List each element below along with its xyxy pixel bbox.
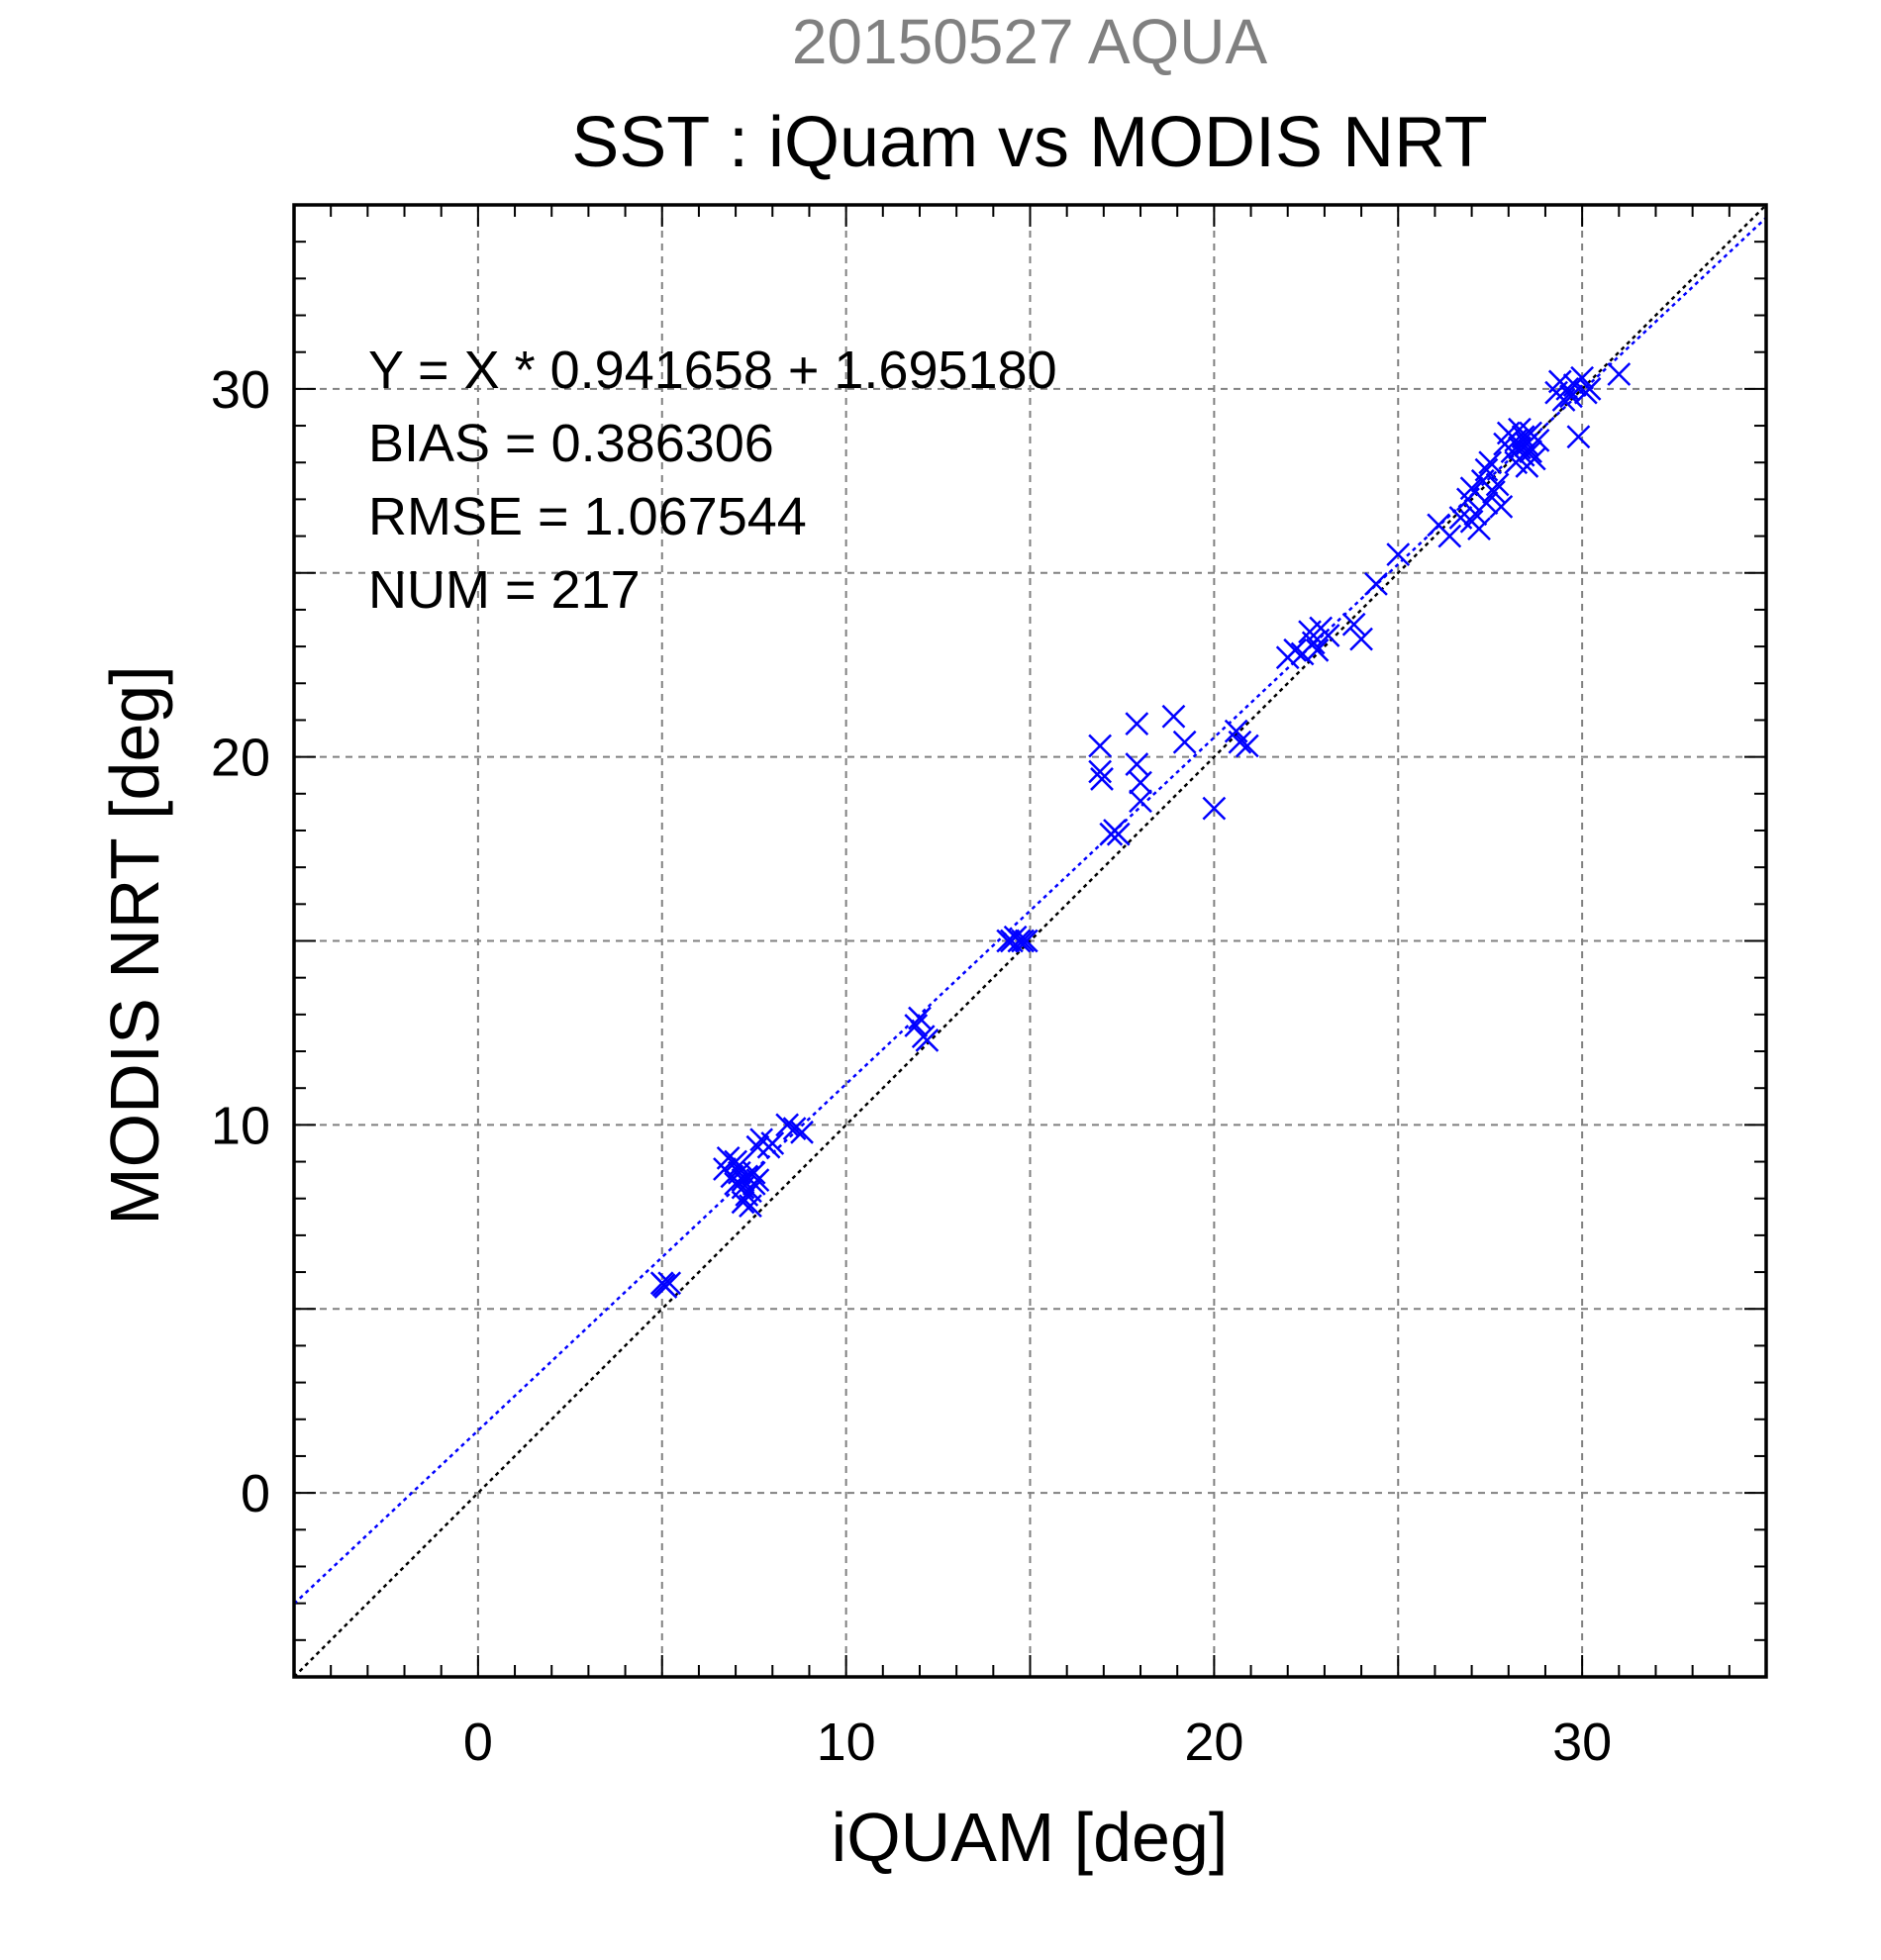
data-point [1161,704,1186,729]
data-point [1478,450,1503,475]
stats-line-rmse: RMSE = 1.067544 [368,487,807,546]
data-point [790,1120,814,1144]
stats-line-num: NUM = 217 [368,560,641,620]
stats-box: Y = X * 0.941658 + 1.695180 BIAS = 0.386… [368,341,1057,620]
data-point [1482,480,1506,504]
data-point [657,1271,682,1296]
data-point [1474,491,1499,516]
y-tick-label: 20 [211,729,270,788]
data-point [1437,524,1462,548]
x-axis-label: iQUAM [deg] [832,1799,1229,1876]
data-point [651,1273,676,1297]
chart-supertitle: 20150527 AQUA [792,6,1268,77]
data-point [1341,612,1366,637]
data-point [1301,631,1326,655]
data-point [904,1014,929,1037]
data-point [1305,637,1330,662]
stats-line-bias: BIAS = 0.386306 [368,414,774,473]
data-point [1526,429,1550,452]
data-point [1485,472,1510,497]
data-point [1489,494,1514,519]
data-point [1202,796,1227,821]
data-point [1088,759,1113,784]
data-point [739,1194,762,1219]
data-point [1090,767,1114,791]
x-tick-label: 30 [1552,1713,1612,1772]
data-point [742,1160,766,1185]
data-point [760,1131,785,1155]
y-tick-label: 0 [241,1464,270,1523]
data-point [745,1134,770,1159]
data-point [1316,624,1340,647]
chart-title: SST : iQuam vs MODIS NRT [571,103,1488,182]
data-point [745,1168,770,1193]
data-point [1607,362,1632,386]
data-point [1125,752,1149,776]
data-point [1014,929,1039,953]
data-point [1283,637,1308,662]
data-point [1519,440,1542,463]
plot-frame [292,203,1768,1679]
data-point [1011,929,1035,953]
y-tick-label: 30 [211,360,270,420]
data-points [649,362,1632,1299]
data-point [1228,730,1252,754]
data-point [1088,734,1113,758]
data-point [1522,446,1546,471]
x-tick-label: 10 [817,1713,876,1772]
data-point [1106,822,1131,846]
data-point [908,1006,932,1030]
data-point [915,1028,940,1052]
data-point [1566,425,1591,449]
y-tick-label: 10 [211,1096,270,1155]
data-point [1570,365,1595,390]
data-point [782,1117,807,1140]
data-point [1172,730,1197,754]
data-point [1129,789,1152,814]
data-point [1511,425,1535,449]
grid-lines [294,205,1766,1677]
data-point [1129,770,1152,795]
data-point [1235,734,1259,758]
data-point [727,1153,751,1178]
data-point [1555,376,1580,401]
data-point [1007,929,1032,953]
data-point [1577,376,1602,401]
data-point [1125,712,1149,736]
data-point [1474,457,1499,482]
stats-line-equation: Y = X * 0.941658 + 1.695180 [368,341,1057,400]
y-axis-label: MODIS NRT [deg] [96,665,173,1225]
data-point [731,1190,755,1215]
x-tick-label: 0 [463,1713,493,1772]
x-tick-label: 20 [1184,1713,1243,1772]
data-point [1364,572,1388,596]
data-point [1386,542,1411,567]
data-point [1467,517,1491,541]
data-point [775,1113,800,1137]
data-point [1349,627,1373,651]
data-point [716,1145,741,1170]
